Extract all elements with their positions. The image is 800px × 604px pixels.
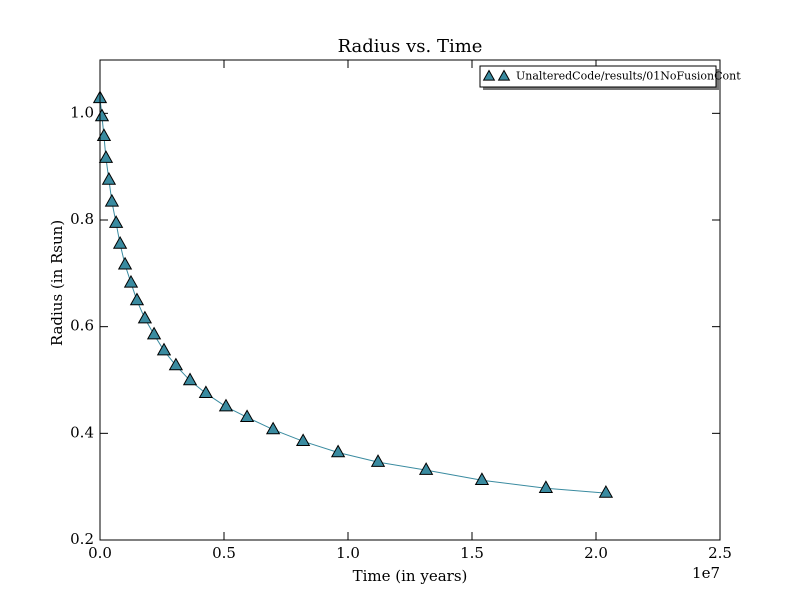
x-tick-label: 2.5	[708, 544, 732, 562]
x-tick-label: 1.0	[336, 544, 360, 562]
marker	[239, 409, 255, 423]
marker	[129, 292, 145, 306]
marker	[198, 385, 214, 399]
marker	[94, 108, 110, 122]
marker	[538, 480, 554, 493]
x-tick-label: 2.0	[584, 544, 608, 562]
marker	[123, 274, 139, 288]
y-axis-label: Radius (in Rsun)	[48, 220, 66, 346]
y-tick-label: 0.2	[70, 530, 94, 548]
legend-box	[479, 65, 717, 88]
marker	[474, 472, 490, 485]
marker	[104, 193, 120, 207]
x-offset-label: 1e7	[692, 564, 720, 582]
marker	[370, 454, 386, 467]
x-axis-label: Time (in years)	[353, 567, 468, 585]
marker	[418, 462, 434, 475]
marker	[156, 342, 172, 356]
marker	[117, 256, 133, 270]
y-tick-label: 1.0	[70, 103, 94, 121]
marker	[137, 310, 153, 324]
marker	[96, 128, 112, 141]
chart-title: Radius vs. Time	[338, 36, 483, 57]
legend-marker	[482, 69, 496, 81]
marker	[101, 171, 117, 185]
y-tick-label: 0.8	[70, 210, 94, 228]
y-tick-label: 0.6	[70, 317, 94, 335]
marker	[98, 150, 114, 163]
marker	[295, 433, 311, 447]
marker	[182, 372, 198, 386]
x-tick-label: 1.5	[460, 544, 484, 562]
legend-marker	[497, 69, 511, 81]
marker	[112, 235, 128, 249]
marker	[330, 444, 346, 458]
x-tick-label: 0.5	[212, 544, 236, 562]
marker	[146, 326, 162, 340]
legend-label: UnalteredCode/results/01NoFusionCont	[516, 70, 741, 83]
plot-frame	[99, 59, 721, 541]
x-tick-label: 0.0	[88, 544, 112, 562]
y-tick-label: 0.4	[70, 423, 94, 441]
marker	[265, 421, 281, 435]
marker	[168, 357, 184, 371]
marker	[218, 398, 234, 412]
marker	[108, 215, 124, 228]
marker	[598, 485, 614, 498]
